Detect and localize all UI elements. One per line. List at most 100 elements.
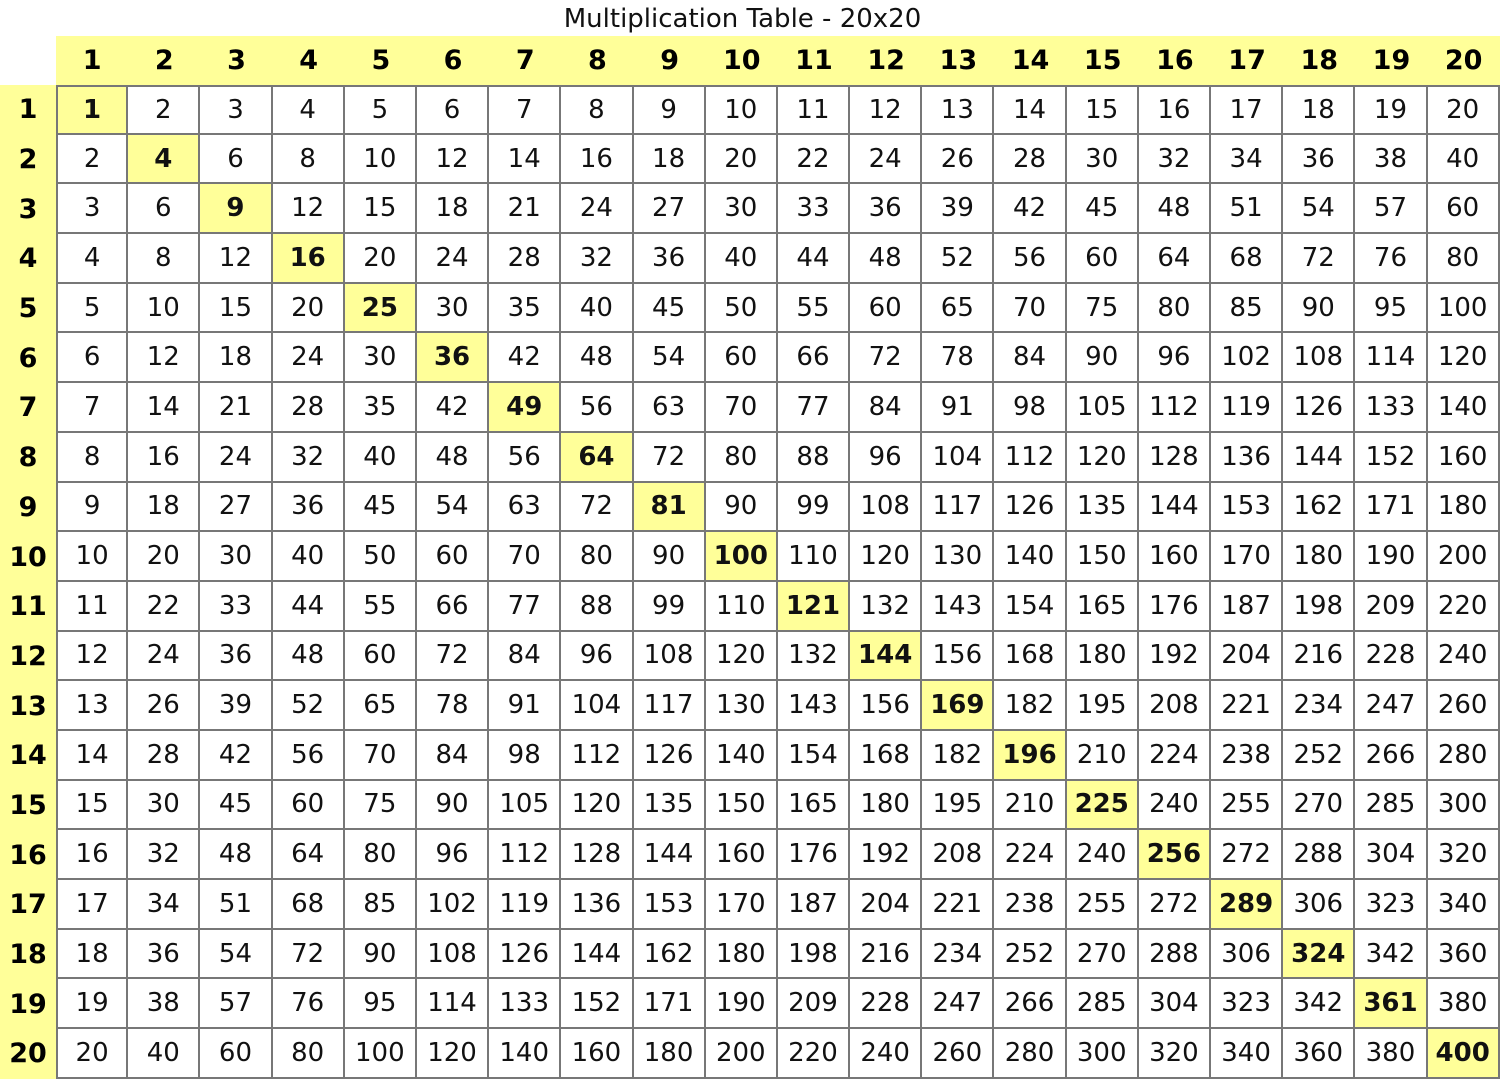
product-cell: 70: [705, 383, 778, 433]
product-cell: 180: [1066, 631, 1139, 682]
product-cell: 12: [416, 134, 490, 185]
product-cell: 340: [1427, 880, 1500, 930]
product-cell: 234: [1283, 681, 1356, 731]
product-cell: 32: [272, 432, 345, 483]
column-header: 10: [705, 36, 778, 85]
product-cell: 247: [922, 979, 995, 1030]
product-cell: 136: [561, 880, 634, 930]
product-cell: 40: [272, 532, 345, 582]
product-cell: 60: [200, 1029, 273, 1079]
product-cell: 32: [561, 234, 634, 284]
product-cell: 45: [1066, 184, 1139, 235]
product-cell: 187: [1211, 581, 1284, 632]
product-cell: 240: [850, 1029, 923, 1079]
product-cell: 270: [1066, 929, 1139, 980]
product-cell: 54: [416, 482, 490, 533]
product-cell: 24: [272, 333, 345, 384]
product-cell: 15: [200, 283, 273, 334]
product-cell: 198: [1283, 581, 1356, 632]
product-cell: 104: [561, 681, 634, 731]
product-cell: 165: [1066, 581, 1139, 632]
column-header: 6: [416, 36, 490, 85]
product-cell: 72: [850, 333, 923, 384]
product-cell: 96: [561, 631, 634, 682]
product-cell: 187: [777, 880, 851, 930]
product-cell: 110: [777, 532, 851, 582]
product-cell: 110: [705, 581, 778, 632]
row-header: 14: [0, 730, 56, 781]
product-cell: 180: [1283, 532, 1356, 582]
product-cell: 272: [1138, 880, 1211, 930]
column-header: 20: [1427, 36, 1500, 85]
product-cell: 13: [922, 85, 995, 135]
product-cell: 95: [344, 979, 417, 1030]
square-cell: 225: [1066, 780, 1139, 831]
product-cell: 6: [128, 184, 201, 235]
column-header: 5: [344, 36, 417, 85]
product-cell: 252: [1283, 730, 1356, 781]
column-header: 15: [1066, 36, 1139, 85]
product-cell: 17: [1211, 85, 1284, 135]
row-header: 17: [0, 880, 56, 930]
product-cell: 152: [561, 979, 634, 1030]
table-title: Multiplication Table - 20x20: [563, 4, 922, 34]
product-cell: 85: [1211, 283, 1284, 334]
column-header: 9: [633, 36, 706, 85]
product-cell: 75: [344, 780, 417, 831]
product-cell: 91: [922, 383, 995, 433]
product-cell: 30: [416, 283, 490, 334]
product-cell: 12: [272, 184, 345, 235]
product-cell: 150: [1066, 532, 1139, 582]
product-cell: 42: [994, 184, 1067, 235]
product-cell: 255: [1211, 780, 1284, 831]
row-header: 6: [0, 333, 56, 384]
product-cell: 117: [633, 681, 706, 731]
square-cell: 289: [1211, 880, 1284, 930]
column-header: 14: [994, 36, 1067, 85]
product-cell: 135: [1066, 482, 1139, 533]
product-cell: 180: [1427, 482, 1500, 533]
product-cell: 84: [994, 333, 1067, 384]
row-header: 1: [0, 85, 56, 135]
product-cell: 80: [561, 532, 634, 582]
product-cell: 32: [128, 830, 201, 880]
product-cell: 182: [922, 730, 995, 781]
product-cell: 4: [272, 85, 345, 135]
row-header: 7: [0, 383, 56, 433]
product-cell: 288: [1138, 929, 1211, 980]
product-cell: 380: [1427, 979, 1500, 1030]
column-header: 7: [489, 36, 562, 85]
product-cell: 144: [1283, 432, 1356, 483]
product-cell: 140: [489, 1029, 562, 1079]
product-cell: 60: [1066, 234, 1139, 284]
product-cell: 6: [200, 134, 273, 185]
product-cell: 72: [272, 929, 345, 980]
product-cell: 44: [272, 581, 345, 632]
product-cell: 60: [850, 283, 923, 334]
product-cell: 28: [994, 134, 1067, 185]
product-cell: 200: [1427, 532, 1500, 582]
product-cell: 18: [1283, 85, 1356, 135]
product-cell: 90: [344, 929, 417, 980]
product-cell: 34: [1211, 134, 1284, 185]
product-cell: 48: [1138, 184, 1211, 235]
square-cell: 49: [489, 383, 562, 433]
product-cell: 209: [777, 979, 851, 1030]
product-cell: 120: [1427, 333, 1500, 384]
product-cell: 117: [922, 482, 995, 533]
product-cell: 306: [1283, 880, 1356, 930]
product-cell: 80: [705, 432, 778, 483]
product-cell: 90: [633, 532, 706, 582]
product-cell: 288: [1283, 830, 1356, 880]
product-cell: 120: [561, 780, 634, 831]
product-cell: 104: [922, 432, 995, 483]
square-cell: 400: [1427, 1029, 1500, 1079]
product-cell: 300: [1427, 780, 1500, 831]
product-cell: 15: [344, 184, 417, 235]
product-cell: 7: [56, 383, 129, 433]
product-cell: 165: [777, 780, 851, 831]
product-cell: 208: [1138, 681, 1211, 731]
product-cell: 21: [489, 184, 562, 235]
product-cell: 216: [850, 929, 923, 980]
product-cell: 228: [1355, 631, 1428, 682]
